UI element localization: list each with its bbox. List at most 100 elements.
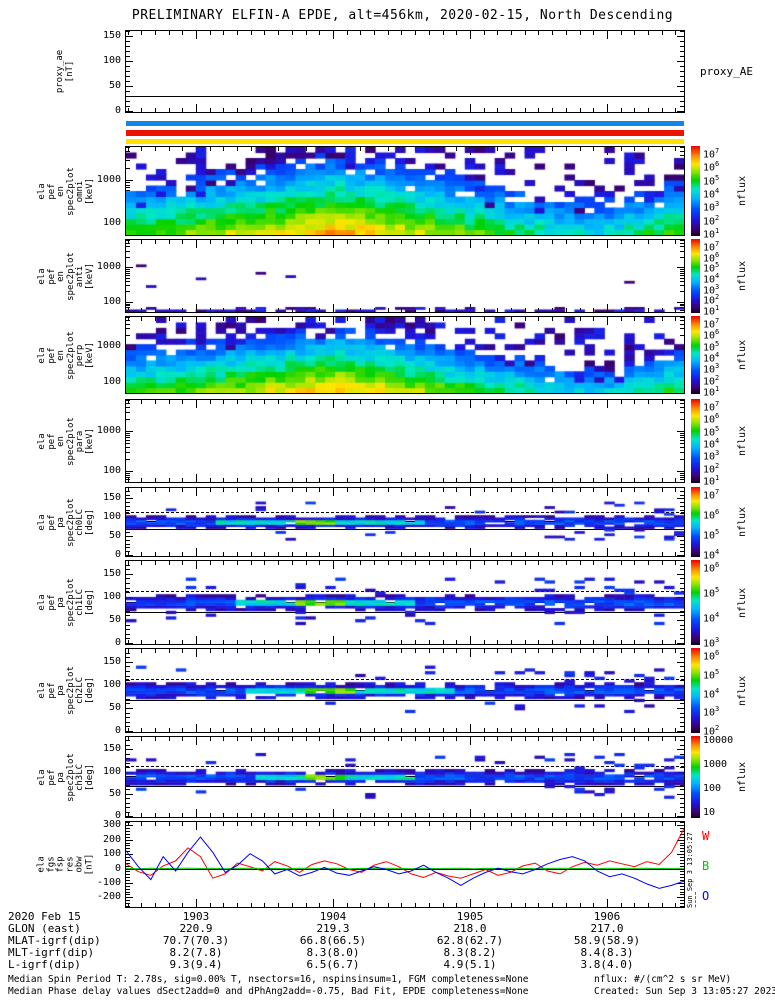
y-minor-tick — [126, 76, 130, 77]
y-minor-tick — [126, 648, 130, 649]
x-minor-tick — [251, 108, 252, 112]
x-minor-tick — [141, 108, 142, 112]
x-minor-tick — [675, 822, 676, 826]
x-minor-tick — [401, 478, 402, 482]
x-major-tick — [470, 104, 471, 112]
colorbar-tick-label: 106 — [703, 160, 720, 174]
x-minor-tick — [182, 903, 183, 907]
y-major-tick — [677, 854, 684, 855]
x-minor-tick — [634, 400, 635, 404]
colorbar-en-anti — [691, 239, 700, 313]
x-minor-tick — [223, 822, 224, 826]
colorbar-pa-ch3lc — [691, 736, 700, 818]
y-minor-tick — [126, 475, 130, 476]
availability-strip-yellow — [126, 139, 684, 144]
x-minor-tick — [237, 31, 238, 35]
colorbar-unit-label: nflux — [737, 260, 748, 292]
colorbar-pa-ch0lc — [691, 487, 700, 557]
x-minor-tick — [580, 400, 581, 404]
y-minor-tick — [680, 459, 684, 460]
availability-strip-red — [126, 130, 684, 136]
y-minor-tick — [126, 880, 130, 881]
x-minor-tick — [497, 400, 498, 404]
x-minor-tick — [264, 108, 265, 112]
x-minor-tick — [593, 31, 594, 35]
x-minor-tick — [511, 903, 512, 907]
series-line-O — [126, 836, 684, 889]
x-minor-tick — [292, 822, 293, 826]
y-minor-tick — [126, 433, 130, 434]
panel-en-anti-ylabel: ela pef en spec2plot anti [keV] — [36, 251, 95, 301]
y-major-tick — [126, 36, 133, 37]
x-major-tick — [607, 822, 608, 830]
x-minor-tick — [306, 108, 307, 112]
panel-pa-ch2lc-ylabel: ela pef pa spec2plot ch2LC [deg] — [36, 666, 95, 715]
x-minor-tick — [662, 31, 663, 35]
colorbar-tick-label: 103 — [703, 705, 720, 719]
colorbar-tick-label: 106 — [703, 508, 720, 522]
x-minor-tick — [511, 822, 512, 826]
x-minor-tick — [264, 400, 265, 404]
x-minor-tick — [415, 108, 416, 112]
x-minor-tick — [251, 478, 252, 482]
colorbar-tick-label: 104 — [703, 272, 720, 286]
x-minor-tick — [648, 400, 649, 404]
x-minor-tick — [552, 822, 553, 826]
x-minor-tick — [648, 903, 649, 907]
y-minor-tick — [126, 845, 130, 846]
y-minor-tick — [680, 822, 684, 823]
x-minor-tick — [415, 478, 416, 482]
x-minor-tick — [443, 478, 444, 482]
panel-pa-ch1lc-ylabel: ela pef pa spec2plot ch1LC [deg] — [36, 578, 95, 627]
x-minor-tick — [484, 108, 485, 112]
y-minor-tick — [680, 880, 684, 881]
x-major-tick — [470, 474, 471, 482]
x-minor-tick — [566, 31, 567, 35]
y-minor-tick — [680, 479, 684, 480]
x-minor-tick — [593, 400, 594, 404]
x-minor-tick — [360, 478, 361, 482]
y-minor-tick — [680, 31, 684, 32]
y-tick-label: -200 — [96, 891, 121, 902]
x-minor-tick — [484, 31, 485, 35]
panel-pa-ch0lc-ylabel-wrap: ela pef pa spec2plot ch0LC [deg] — [18, 487, 114, 557]
y-minor-tick — [126, 106, 130, 107]
x-minor-tick — [210, 903, 211, 907]
y-major-tick — [677, 897, 684, 898]
y-minor-tick — [126, 831, 130, 832]
x-minor-tick — [155, 822, 156, 826]
mlt-value: 8.3(8.2) — [443, 946, 497, 959]
y-minor-tick — [126, 903, 130, 904]
x-minor-tick — [429, 31, 430, 35]
x-minor-tick — [484, 478, 485, 482]
x-minor-tick — [374, 400, 375, 404]
x-minor-tick — [675, 903, 676, 907]
y-tick-label: 100 — [102, 679, 121, 690]
y-minor-tick — [680, 892, 684, 893]
x-major-tick — [333, 899, 334, 907]
y-minor-tick — [680, 874, 684, 875]
x-minor-tick — [497, 108, 498, 112]
x-minor-tick — [511, 108, 512, 112]
y-tick-label: 1000 — [96, 340, 121, 351]
x-minor-tick — [552, 400, 553, 404]
y-tick-label: 300 — [102, 819, 121, 830]
colorbar-unit-label: nflux — [737, 425, 748, 457]
x-minor-tick — [169, 822, 170, 826]
colorbar-tick-label: 101 — [703, 385, 720, 399]
panel-fgm-residual-frame — [125, 821, 685, 908]
colorbar-tick-label: 105 — [703, 528, 720, 542]
glon-value: 218.0 — [453, 922, 487, 935]
y-tick-label: 150 — [102, 656, 121, 667]
row-label: L-igrf(dip) — [8, 958, 81, 971]
x-minor-tick — [675, 400, 676, 404]
x-minor-tick — [155, 478, 156, 482]
y-minor-tick — [126, 447, 130, 448]
y-minor-tick — [680, 475, 684, 476]
colorbar-tick-label: 107 — [703, 488, 720, 502]
y-minor-tick — [680, 419, 684, 420]
x-minor-tick — [347, 903, 348, 907]
x-minor-tick — [401, 108, 402, 112]
colorbar-tick-label: 102 — [703, 724, 720, 738]
y-minor-tick — [126, 66, 130, 67]
